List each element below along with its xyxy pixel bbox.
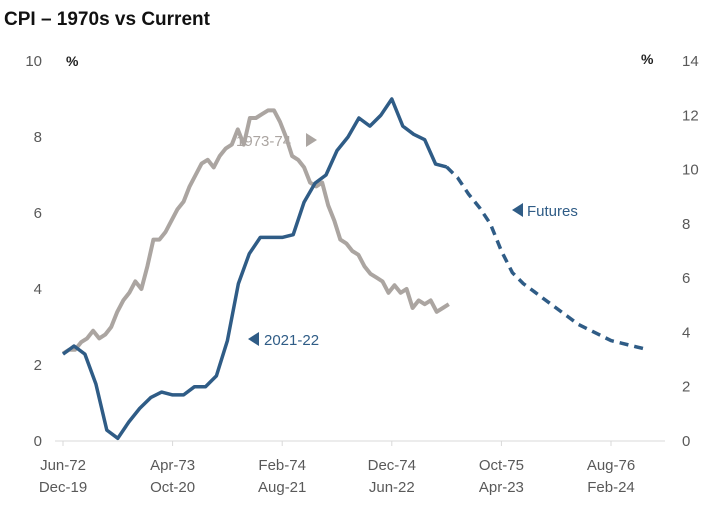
x-tick-label-row1: Dec-74 xyxy=(368,457,416,474)
annotations-group: 1973-74 2021-22 Futures xyxy=(236,133,578,349)
right-y-axis: 0 2 4 6 8 10 12 14 xyxy=(682,53,699,450)
x-tick-label-row1: Oct-75 xyxy=(479,457,524,474)
x-tick-label-row1: Feb-74 xyxy=(258,457,306,474)
left-tick-label: 8 xyxy=(34,129,42,146)
x-axis: Jun-72 Dec-19 Apr-73 Oct-20 Feb-74 Aug-21 Dec-… xyxy=(39,441,635,496)
left-axis-unit: % xyxy=(66,53,79,69)
right-tick-label: 12 xyxy=(682,107,699,124)
annotation-futures-label: Futures xyxy=(527,203,578,220)
series-2021-22-line xyxy=(61,97,448,441)
right-tick-label: 0 xyxy=(682,433,690,450)
left-tick-label: 0 xyxy=(34,433,42,450)
x-tick-label-row1: Jun-72 xyxy=(40,457,86,474)
x-tick-label-row2: Dec-19 xyxy=(39,479,87,496)
x-tick-label-row2: Jun-22 xyxy=(369,479,415,496)
right-axis-unit: % xyxy=(641,51,654,67)
series-1973-74-line xyxy=(61,108,450,356)
left-tick-label: 2 xyxy=(34,357,42,374)
annotation-1973-74-label: 1973-74 xyxy=(236,133,291,150)
right-tick-label: 2 xyxy=(682,379,690,396)
right-tick-label: 4 xyxy=(682,324,690,341)
annotation-2021-22-label: 2021-22 xyxy=(264,332,319,349)
right-tick-label: 6 xyxy=(682,270,690,287)
left-tick-label: 4 xyxy=(34,281,42,298)
left-tick-label: 10 xyxy=(25,53,42,70)
right-tick-label: 8 xyxy=(682,216,690,233)
x-tick-label-row2: Oct-20 xyxy=(150,479,195,496)
annotation-futures-pointer-icon xyxy=(512,203,523,217)
series-futures-line xyxy=(445,165,645,351)
annotation-2021-22-pointer-icon xyxy=(248,332,259,346)
left-y-axis: 0 2 4 6 8 10 xyxy=(25,53,42,450)
series-group xyxy=(61,97,645,441)
x-tick-label-row2: Feb-24 xyxy=(587,479,635,496)
x-tick-label-row2: Aug-21 xyxy=(258,479,306,496)
right-tick-label: 14 xyxy=(682,53,699,70)
x-tick-label-row1: Aug-76 xyxy=(587,457,635,474)
x-tick-label-row1: Apr-73 xyxy=(150,457,195,474)
annotation-1973-74-pointer-icon xyxy=(306,133,317,147)
right-tick-label: 10 xyxy=(682,162,699,179)
left-tick-label: 6 xyxy=(34,205,42,222)
chart-title: CPI – 1970s vs Current xyxy=(4,9,210,30)
x-tick-label-row2: Apr-23 xyxy=(479,479,524,496)
